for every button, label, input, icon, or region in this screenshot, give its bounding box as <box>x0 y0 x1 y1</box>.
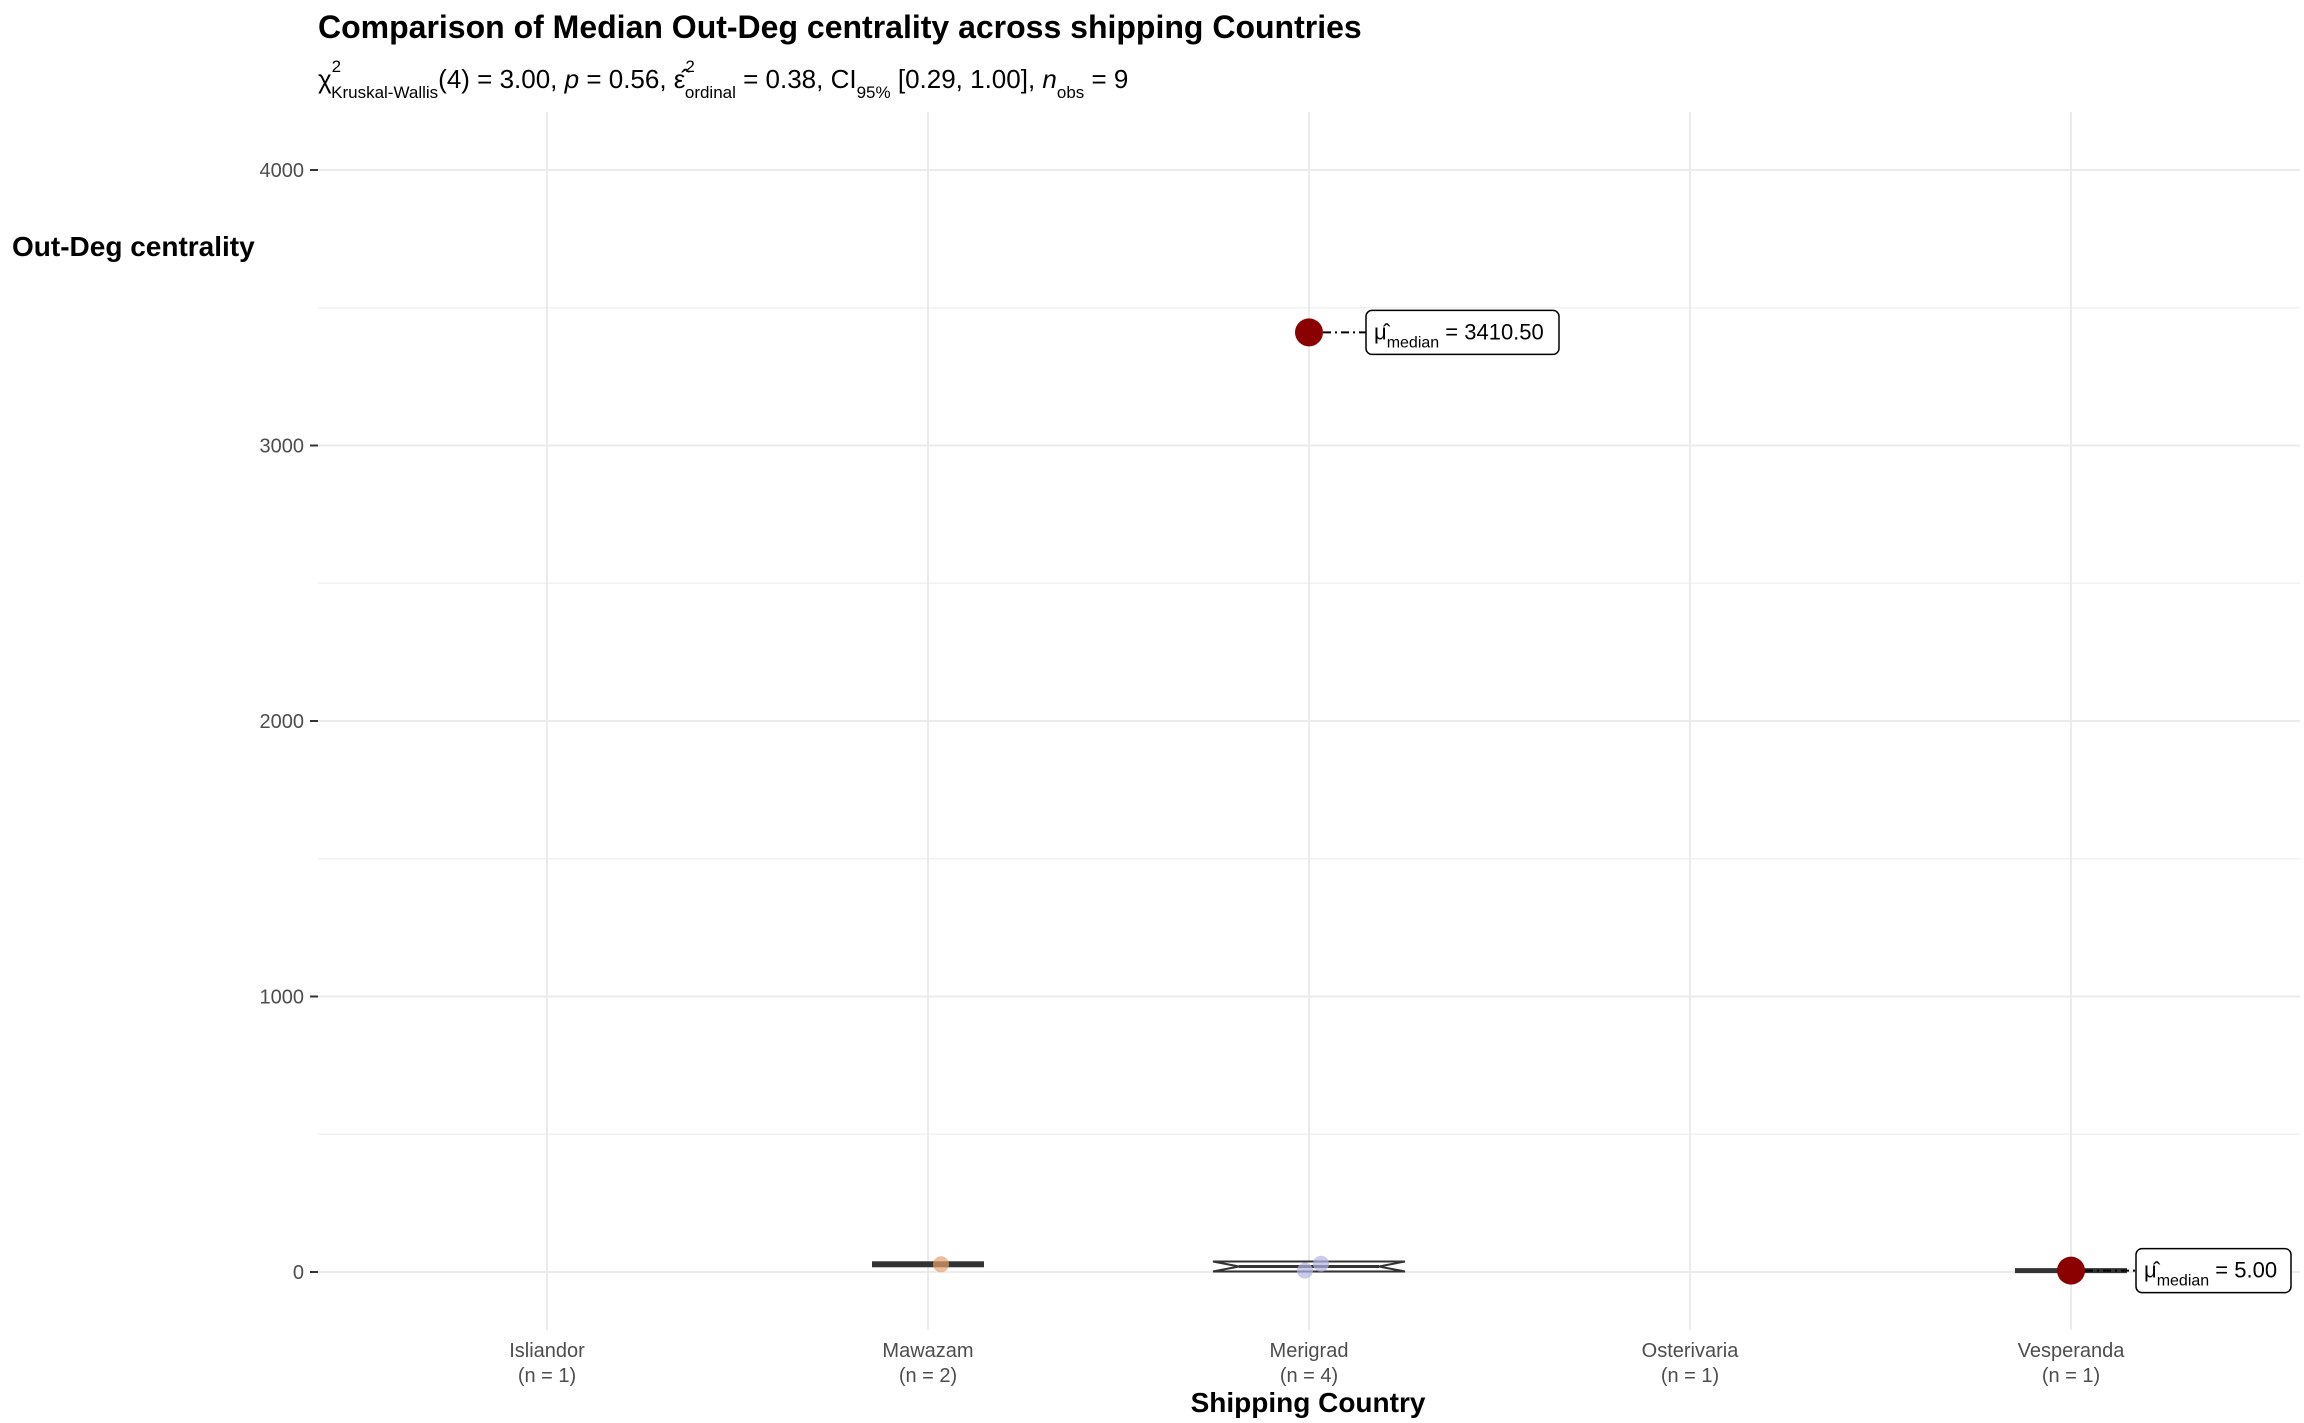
median-label: μ̂median = 5.00 <box>2144 1258 2277 1290</box>
data-point <box>1313 1255 1329 1272</box>
subtitle-eps-sub: ordinal <box>685 83 736 102</box>
subtitle-ci-value: [0.29, 1.00], <box>891 64 1043 94</box>
subtitle-n-sub: obs <box>1057 83 1084 102</box>
box-mawazam <box>872 1261 984 1268</box>
x-tick-label: Isliandor <box>509 1340 585 1362</box>
x-tick-n-label: (n = 4) <box>1280 1365 1338 1387</box>
grid: 0 1000 2000 3000 4000 Isliandor (n = 1) Mawazam… <box>260 112 2300 1387</box>
median-label: μ̂median = 3410.50 <box>1374 319 1544 351</box>
subtitle-df: (4) = 3.00, <box>438 64 564 94</box>
x-tick-label: Merigrad <box>1270 1340 1349 1362</box>
x-tick-label: Mawazam <box>882 1340 973 1362</box>
subtitle-chi: χ <box>318 64 332 94</box>
x-tick-n-label: (n = 1) <box>1661 1365 1719 1387</box>
median-label-box <box>2135 1247 2292 1294</box>
marks: μ̂median = 3410.50 μ̂median = 5.00 <box>872 309 2292 1294</box>
data-point <box>933 1256 949 1273</box>
x-tick-label: Vesperanda <box>2018 1340 2126 1362</box>
x-tick-label: Osterivaria <box>1642 1340 1740 1362</box>
subtitle-eps-value: = 0.38, CI <box>736 64 857 94</box>
chart-title: Comparison of Median Out-Deg centrality … <box>318 9 1362 45</box>
subtitle-p-value: = 0.56, <box>579 64 674 94</box>
subtitle-n-value: = 9 <box>1084 64 1128 94</box>
subtitle-chi-sub: Kruskal-Wallis <box>331 83 438 102</box>
x-tick-n-label: (n = 1) <box>518 1365 576 1387</box>
y-axis-title: Out-Deg centrality <box>12 231 255 262</box>
subtitle-eps-sup: 2 <box>685 57 694 76</box>
y-tick-label: 0 <box>293 1262 304 1284</box>
median-label-box <box>1365 309 1560 356</box>
chart-subtitle: χ2 Kruskal-Wallis(4) = 3.00, p = 0.56, ε̂… <box>318 57 1128 102</box>
median-point <box>1295 318 1323 347</box>
subtitle-p: p <box>564 64 579 94</box>
y-tick-label: 3000 <box>260 436 305 458</box>
data-point <box>1297 1262 1313 1279</box>
median-point <box>2057 1256 2085 1285</box>
x-tick-n-label: (n = 1) <box>2042 1365 2100 1387</box>
y-tick-label: 2000 <box>260 711 305 733</box>
x-tick-n-label: (n = 2) <box>899 1365 957 1387</box>
y-tick-label: 4000 <box>260 160 305 182</box>
subtitle-chi-sup: 2 <box>332 57 341 76</box>
x-axis-title: Shipping Country <box>1191 1387 1426 1418</box>
subtitle-ci-sub: 95% <box>857 83 891 102</box>
y-tick-label: 1000 <box>260 987 305 1009</box>
subtitle-n: n <box>1042 64 1056 94</box>
